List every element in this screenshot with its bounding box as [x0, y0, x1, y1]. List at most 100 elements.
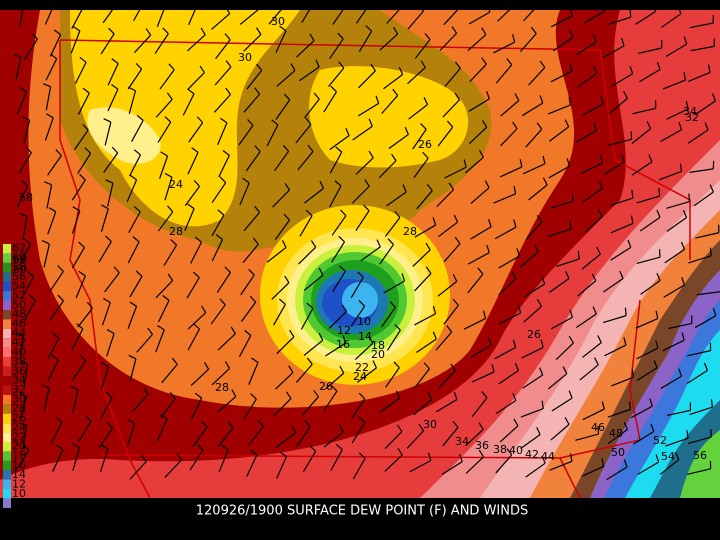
barb-flag — [25, 146, 32, 153]
contour-label: 54 — [661, 450, 675, 463]
barb-flag — [568, 390, 573, 399]
barb-shaft — [696, 291, 720, 296]
contour-label: 12 — [337, 324, 351, 337]
barb-shaft — [520, 434, 541, 450]
barb-flag — [628, 401, 632, 410]
barb-shaft — [416, 338, 437, 353]
barb-flag — [160, 414, 168, 420]
barb-shaft — [245, 151, 261, 172]
barb-shaft — [582, 342, 602, 358]
legend-label: 20 — [12, 440, 26, 453]
legend-label: 44 — [12, 327, 26, 340]
barb-shaft — [666, 409, 691, 417]
barb-shaft — [275, 432, 296, 448]
barb-flag — [79, 173, 86, 181]
barb-shaft — [441, 461, 463, 475]
barb-shaft — [355, 3, 371, 24]
barb-shaft — [550, 316, 573, 330]
barb-shaft — [579, 364, 599, 381]
contour-label: 58 — [19, 191, 33, 204]
legend-swatch — [3, 272, 11, 282]
barb-shaft — [155, 98, 173, 118]
barb-shaft — [71, 179, 86, 201]
barb-flag — [309, 33, 315, 41]
legend-label: 18 — [12, 449, 26, 462]
barb-flag — [424, 33, 431, 40]
barb-flag — [481, 27, 487, 35]
barb-shaft — [47, 155, 62, 176]
barb-flag — [50, 0, 56, 3]
barb-shaft — [46, 184, 53, 209]
barb-shaft — [127, 241, 140, 264]
barb-shaft — [274, 150, 290, 172]
barb-shaft — [243, 398, 257, 420]
barb-flag — [135, 270, 143, 277]
barb-shaft — [494, 346, 516, 360]
barb-shaft — [211, 367, 230, 386]
barb-flag — [82, 123, 89, 131]
barb-shaft — [129, 154, 142, 177]
barb-flag — [224, 33, 231, 41]
barb-shaft — [581, 253, 601, 270]
legend-swatch — [3, 432, 11, 442]
contour-label: 22 — [355, 361, 369, 374]
barb-flag — [454, 0, 461, 8]
barb-shaft — [131, 393, 149, 413]
barb-shaft — [155, 329, 165, 353]
barb-shaft — [471, 397, 488, 418]
barb-flag — [191, 147, 199, 153]
barb-flag — [31, 32, 38, 40]
contour-label: 18 — [371, 339, 385, 352]
barb-shaft — [500, 128, 518, 147]
contour-label: 36 — [475, 439, 489, 452]
barb-shaft — [493, 41, 515, 54]
barb-shaft — [192, 426, 208, 447]
barb-flag — [187, 88, 195, 95]
barb-shaft — [607, 408, 631, 418]
barb-shaft — [580, 162, 603, 174]
barb-flag — [597, 209, 603, 217]
barb-shaft — [273, 303, 286, 326]
barb-flag — [541, 455, 546, 464]
barb-shaft — [631, 161, 653, 176]
barb-flag — [136, 114, 144, 121]
barb-flag — [652, 3, 657, 12]
barb-flag — [103, 118, 112, 123]
barb-shaft — [328, 311, 347, 329]
barb-shaft — [241, 301, 257, 322]
barb-flag — [219, 298, 226, 306]
barb-shaft — [77, 92, 90, 115]
barb-flag — [157, 324, 165, 331]
barb-shaft — [470, 187, 490, 204]
legend-label: 58 — [12, 261, 26, 274]
barb-shaft — [584, 215, 603, 234]
barb-flag — [252, 237, 259, 245]
barb-shaft — [548, 278, 570, 293]
barb-shaft — [548, 104, 571, 115]
barb-shaft — [323, 91, 338, 113]
barb-flag — [169, 392, 176, 399]
barb-flag — [482, 310, 487, 319]
barb-flag — [111, 83, 119, 90]
barb-flag — [481, 120, 488, 128]
barb-flag — [447, 120, 454, 128]
barb-flag — [392, 88, 399, 96]
barb-shaft — [604, 344, 627, 357]
barb-shaft — [640, 279, 661, 295]
barb-shaft — [409, 459, 432, 473]
contour-label: 14 — [358, 330, 372, 343]
barb-flag — [539, 60, 546, 68]
barb-shaft — [443, 243, 461, 263]
barb-shaft — [413, 398, 433, 416]
barb-shaft — [547, 373, 568, 390]
barb-shaft — [493, 193, 516, 204]
barb-shaft — [71, 210, 81, 234]
barb-flag — [22, 116, 30, 121]
barb-flag — [630, 215, 634, 224]
barb-flag — [536, 122, 543, 130]
barb-shaft — [385, 367, 400, 388]
barb-flag — [593, 65, 598, 74]
contour-label: 28 — [169, 225, 183, 238]
barb-flag — [291, 425, 297, 434]
